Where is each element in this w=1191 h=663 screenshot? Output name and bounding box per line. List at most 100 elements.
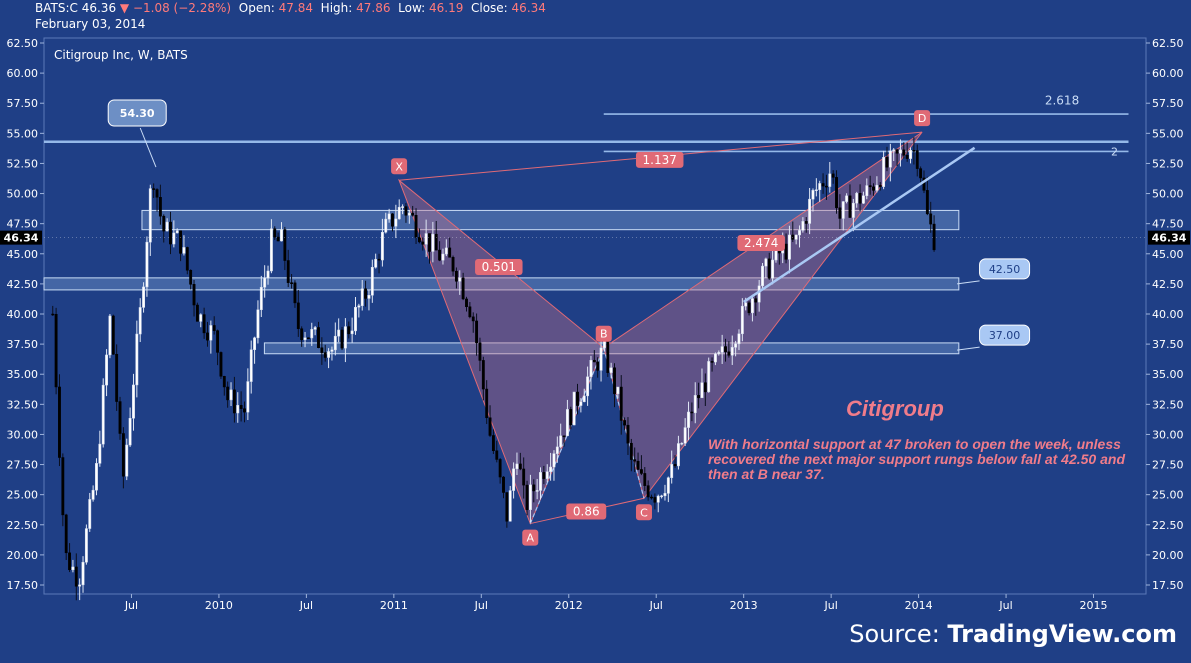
candle-up <box>528 484 532 510</box>
candle-up <box>145 241 149 288</box>
candle-down <box>451 257 455 272</box>
close-value: 46.34 <box>511 1 546 15</box>
annotation-text: With horizontal support at 47 broken to … <box>708 436 1125 482</box>
candle-up <box>370 267 374 296</box>
candle-up <box>909 150 912 159</box>
candle-up <box>818 183 822 190</box>
candle-down <box>485 388 489 419</box>
candle-down <box>636 460 640 470</box>
ratio-badge <box>475 259 523 276</box>
candle-up <box>313 327 317 330</box>
candle-down <box>155 189 159 198</box>
candle-up <box>387 213 391 220</box>
trendline <box>742 146 976 303</box>
candle-down <box>747 302 751 314</box>
candle-down <box>724 346 727 353</box>
ratio-badge <box>635 151 684 168</box>
candle-down <box>454 270 458 282</box>
candle-up <box>700 382 704 399</box>
low-value: 46.19 <box>428 1 464 15</box>
candle-down <box>465 298 468 308</box>
candle-up <box>269 228 273 272</box>
candle-down <box>885 157 889 168</box>
candle-down <box>727 351 731 356</box>
candle-up <box>888 150 892 168</box>
y-tick-label-right: 45.00 <box>1152 248 1184 261</box>
pattern-point-badge <box>522 529 539 546</box>
y-tick-label-right: 55.00 <box>1152 127 1184 140</box>
y-tick-label-left: 45.00 <box>7 248 39 261</box>
candle-up <box>229 389 233 401</box>
candle-up <box>676 443 680 467</box>
open-label: Open: <box>238 1 275 15</box>
candle-up <box>589 359 593 378</box>
candle-down <box>868 185 872 188</box>
candle-up <box>259 286 263 311</box>
candle-down <box>195 304 199 322</box>
candle-up <box>713 353 717 363</box>
candle-down <box>323 352 327 358</box>
candle-down <box>895 149 899 154</box>
candle-up <box>350 330 354 335</box>
fib-level-label: 2.618 <box>1045 93 1079 107</box>
candle-down <box>438 249 442 261</box>
candle-up <box>707 361 711 393</box>
candle-up <box>808 198 812 224</box>
candle-up <box>280 229 283 242</box>
candle-up <box>764 258 768 267</box>
candle-down <box>273 228 277 238</box>
candle-up <box>142 286 145 308</box>
y-tick-label-left: 17.50 <box>7 579 39 592</box>
x-tick-label: 2014 <box>905 599 933 612</box>
candle-up <box>128 418 132 446</box>
candle-down <box>226 386 230 401</box>
candle-up <box>236 405 240 414</box>
candle-down <box>51 313 55 316</box>
candle-down <box>821 183 825 187</box>
x-tick-label: Jul <box>998 599 1012 612</box>
candle-up <box>374 258 378 268</box>
callout-label: 54.30 <box>120 107 155 120</box>
candle-down <box>613 367 616 395</box>
candle-down <box>169 221 172 245</box>
candle-down <box>434 233 438 251</box>
candle-up <box>899 149 902 154</box>
candle-up <box>798 230 801 236</box>
candle-down <box>448 247 452 258</box>
candle-up <box>303 337 307 341</box>
candle-up <box>401 206 405 208</box>
y-tick-label-left: 57.50 <box>7 97 39 110</box>
low-label: Low: <box>398 1 426 15</box>
candle-down <box>428 233 431 252</box>
candle-down <box>320 347 324 353</box>
candle-up <box>875 184 879 191</box>
candle-down <box>216 330 220 353</box>
candle-down <box>340 329 344 349</box>
pattern-point-badge <box>391 158 408 175</box>
candle-up <box>656 495 660 503</box>
high-label: High: <box>320 1 353 15</box>
candle-up <box>84 528 88 563</box>
candle-up <box>579 401 583 406</box>
candle-up <box>788 234 791 260</box>
x-tick-label: Jul <box>649 599 663 612</box>
candle-down <box>629 442 633 460</box>
candle-down <box>518 463 522 470</box>
symbol-name: BATS:C <box>35 1 78 15</box>
candle-up <box>811 190 815 200</box>
candle-down <box>481 360 485 390</box>
candle-up <box>444 247 448 255</box>
candle-down <box>179 230 182 254</box>
y-tick-label-left: 55.00 <box>7 127 39 140</box>
candle-down <box>791 234 795 240</box>
candle-down <box>488 417 492 436</box>
x-tick-label: 2010 <box>205 599 233 612</box>
down-arrow-icon: ▼ <box>119 1 130 15</box>
candle-up <box>616 386 620 395</box>
candle-down <box>522 468 526 486</box>
candle-down <box>239 405 243 409</box>
y-tick-label-left: 30.00 <box>7 428 39 441</box>
candle-down <box>162 215 166 232</box>
y-tick-label-right: 37.50 <box>1152 338 1184 351</box>
